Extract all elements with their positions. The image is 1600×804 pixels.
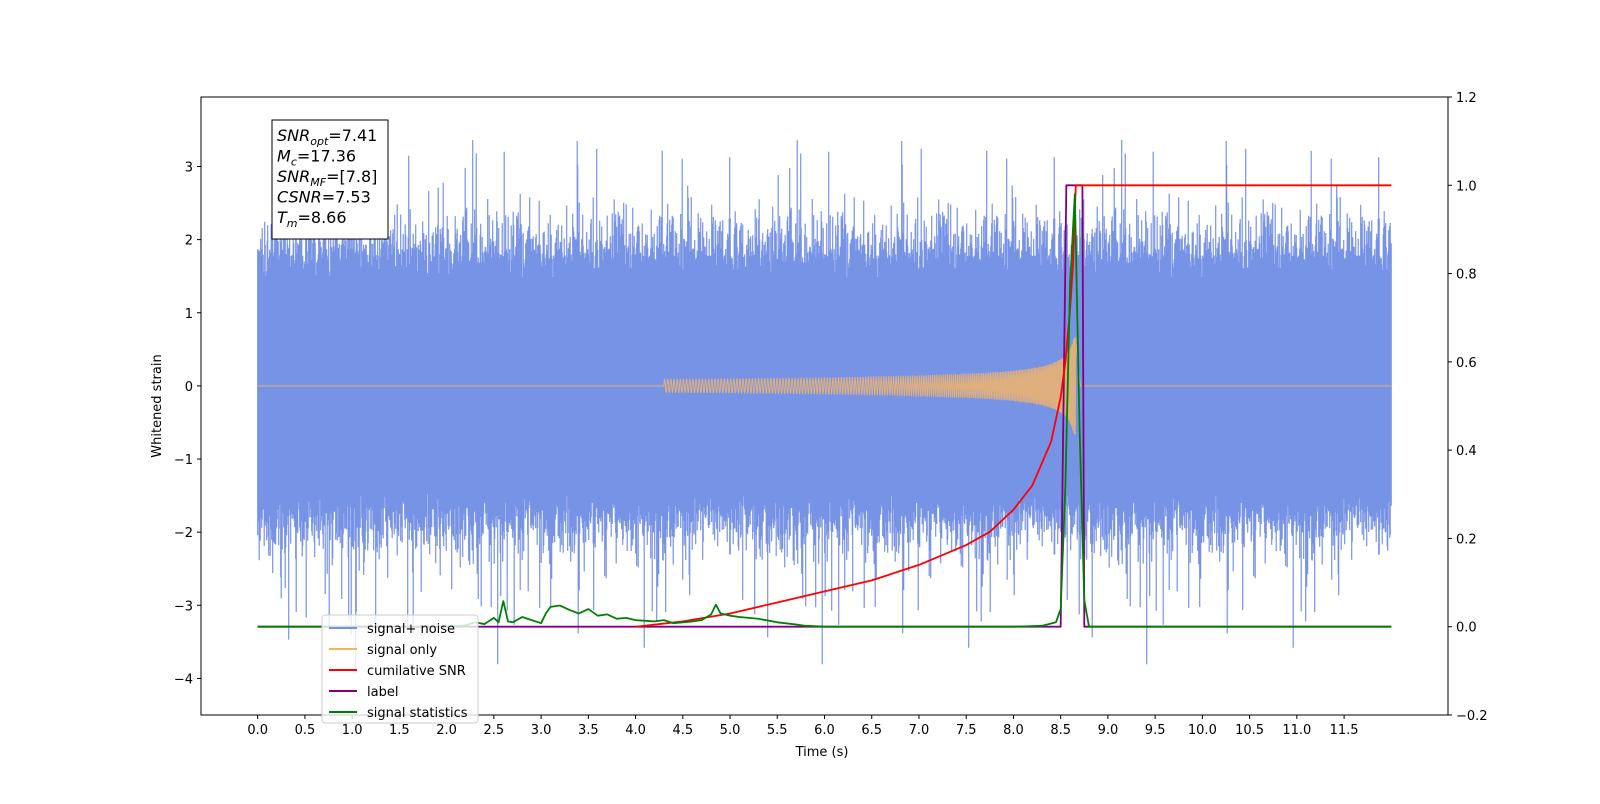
x-tick-label: 10.0 [1188, 723, 1217, 738]
x-tick-label: 2.5 [484, 723, 505, 738]
x-tick-label: 3.5 [578, 723, 599, 738]
annotation-line: SNRopt=7.41 [277, 126, 377, 148]
annotation-line: Tm=8.66 [277, 208, 347, 230]
x-tick-label: 5.5 [767, 723, 788, 738]
x-tick-label: 8.0 [1003, 723, 1024, 738]
x-tick-label: 9.0 [1098, 723, 1119, 738]
x-tick-label: 7.0 [909, 723, 930, 738]
y-tick-label: 1 [185, 307, 193, 322]
x-tick-label: 2.0 [436, 723, 457, 738]
x-tick-label: 6.0 [814, 723, 835, 738]
y-tick-label: 3 [185, 160, 193, 175]
x-axis-label: Time (s) [795, 745, 849, 760]
x-tick-label: 1.0 [342, 723, 363, 738]
legend-frame [321, 614, 479, 724]
annotation-line: CSNR=7.53 [277, 188, 371, 207]
x-tick-label: 4.0 [625, 723, 646, 738]
y-axis-label: Whitened strain [150, 354, 165, 457]
legend-label: signal only [367, 643, 437, 658]
legend-label: signal statistics [367, 706, 468, 721]
y-tick-label: −3 [174, 599, 193, 614]
y2-tick-label: −0.2 [1456, 709, 1488, 724]
legend-label: cumilative SNR [367, 664, 466, 679]
x-tick-label: 5.0 [720, 723, 741, 738]
x-tick-label: 9.5 [1145, 723, 1166, 738]
y2-tick-label: 1.0 [1456, 179, 1477, 194]
series-signal-statistics-line [257, 193, 1392, 628]
x-tick-label: 3.0 [531, 723, 552, 738]
annotation-line: Mc=17.36 [277, 147, 356, 169]
y-tick-label: −2 [174, 526, 193, 541]
y2-tick-label: 1.2 [1456, 91, 1477, 106]
legend-label: signal+ noise [367, 622, 455, 637]
x-tick-label: 6.5 [861, 723, 882, 738]
x-tick-label: 1.5 [389, 723, 410, 738]
x-tick-label: 11.0 [1282, 723, 1311, 738]
y2-tick-label: 0.4 [1456, 444, 1477, 459]
series-signal-only-line [257, 337, 1392, 435]
annotation-frame [271, 119, 389, 240]
x-axis: 0.0 0.5 1.0 1.5 2.0 2.5 3.0 3.5 4.0 4.5 5.0 5.5 6.0 6… [247, 715, 1359, 738]
y2-tick-label: 0.8 [1456, 268, 1477, 283]
x-tick-label: 8.5 [1050, 723, 1071, 738]
y-tick-label: −4 [174, 672, 193, 687]
y-axis-left: −4 −3 −2 −1 0 1 2 3 [174, 160, 201, 687]
legend-label: label [367, 685, 398, 700]
y2-tick-label: 0.2 [1456, 532, 1477, 547]
x-tick-label: 0.0 [247, 723, 268, 738]
x-tick-label: 10.5 [1235, 723, 1264, 738]
annotation-line: SNRMF=[7.8] [277, 167, 377, 189]
annotation-box: SNRopt=7.41Mc=17.36SNRMF=[7.8]CSNR=7.53T… [271, 119, 389, 240]
series-cumilative-snr-line [635, 184, 1392, 628]
legend: signal+ noise signal only cumilative SNR la… [321, 614, 479, 724]
y-tick-label: 2 [185, 234, 193, 249]
x-tick-label: 7.5 [956, 723, 977, 738]
x-tick-label: 4.5 [672, 723, 693, 738]
y-tick-label: −1 [174, 453, 193, 468]
y2-tick-label: 0.0 [1456, 621, 1477, 636]
x-tick-label: 11.5 [1330, 723, 1359, 738]
y2-tick-label: 0.6 [1456, 356, 1477, 371]
x-tick-label: 0.5 [295, 723, 316, 738]
y-tick-label: 0 [185, 380, 193, 395]
plot-series [257, 140, 1392, 674]
y-axis-right: −0.2 0.0 0.2 0.4 0.6 0.8 1.0 1.2 [1448, 91, 1488, 724]
